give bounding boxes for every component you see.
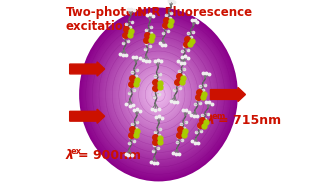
Ellipse shape <box>137 71 180 118</box>
Ellipse shape <box>141 75 176 114</box>
Ellipse shape <box>122 54 195 135</box>
Ellipse shape <box>143 77 174 112</box>
Ellipse shape <box>140 74 177 115</box>
Text: ex: ex <box>71 147 82 156</box>
Ellipse shape <box>85 14 232 175</box>
Ellipse shape <box>144 78 173 111</box>
Ellipse shape <box>99 29 218 160</box>
Ellipse shape <box>112 43 205 146</box>
Ellipse shape <box>108 39 209 150</box>
Ellipse shape <box>87 16 230 173</box>
Text: em: em <box>212 112 226 121</box>
Ellipse shape <box>95 25 222 164</box>
Ellipse shape <box>153 89 164 100</box>
Ellipse shape <box>134 67 183 122</box>
Ellipse shape <box>91 21 226 168</box>
Ellipse shape <box>103 34 214 155</box>
Ellipse shape <box>130 63 187 126</box>
Ellipse shape <box>89 19 228 171</box>
Ellipse shape <box>132 65 185 124</box>
Ellipse shape <box>105 36 212 153</box>
Ellipse shape <box>110 41 207 148</box>
Ellipse shape <box>120 52 197 137</box>
Ellipse shape <box>93 23 224 166</box>
Ellipse shape <box>115 47 202 142</box>
Ellipse shape <box>135 68 182 121</box>
Ellipse shape <box>123 55 194 134</box>
Ellipse shape <box>146 81 171 108</box>
Ellipse shape <box>142 76 175 113</box>
Ellipse shape <box>97 27 220 162</box>
Ellipse shape <box>157 92 160 97</box>
Ellipse shape <box>107 38 210 151</box>
Ellipse shape <box>118 50 199 139</box>
Ellipse shape <box>82 11 235 178</box>
Ellipse shape <box>152 88 165 101</box>
Ellipse shape <box>114 46 203 143</box>
Ellipse shape <box>156 91 161 98</box>
Ellipse shape <box>150 85 167 104</box>
Ellipse shape <box>84 13 233 176</box>
Ellipse shape <box>92 22 225 167</box>
Ellipse shape <box>127 60 190 129</box>
Ellipse shape <box>131 64 186 125</box>
Ellipse shape <box>129 62 188 127</box>
Ellipse shape <box>117 49 200 140</box>
Ellipse shape <box>116 48 201 141</box>
FancyArrow shape <box>70 109 105 123</box>
Ellipse shape <box>104 35 213 154</box>
Ellipse shape <box>139 73 178 116</box>
Ellipse shape <box>106 37 211 152</box>
Text: Two-photon
excitation: Two-photon excitation <box>66 6 143 33</box>
Ellipse shape <box>111 42 206 147</box>
Text: = 715nm: = 715nm <box>218 114 281 127</box>
Ellipse shape <box>149 84 168 105</box>
Ellipse shape <box>148 83 169 106</box>
Ellipse shape <box>80 9 237 180</box>
Ellipse shape <box>121 53 196 136</box>
FancyArrow shape <box>70 62 105 76</box>
Ellipse shape <box>145 79 172 110</box>
Ellipse shape <box>146 80 171 109</box>
Ellipse shape <box>152 87 165 102</box>
Text: λ: λ <box>207 114 215 127</box>
Ellipse shape <box>81 10 236 179</box>
Text: λ: λ <box>66 149 74 162</box>
Ellipse shape <box>96 26 221 163</box>
Ellipse shape <box>133 66 184 123</box>
Ellipse shape <box>109 40 208 149</box>
Ellipse shape <box>154 90 163 99</box>
Ellipse shape <box>151 86 166 103</box>
Text: = 900nm: = 900nm <box>78 149 141 162</box>
Text: NIR Fluorescence: NIR Fluorescence <box>137 6 252 19</box>
Ellipse shape <box>119 51 198 138</box>
Ellipse shape <box>88 17 229 172</box>
Ellipse shape <box>128 61 189 128</box>
Ellipse shape <box>125 57 192 132</box>
Ellipse shape <box>138 72 179 117</box>
Ellipse shape <box>136 70 181 119</box>
Ellipse shape <box>102 33 215 156</box>
Ellipse shape <box>158 93 159 96</box>
Ellipse shape <box>124 57 193 132</box>
Ellipse shape <box>94 24 223 165</box>
Ellipse shape <box>100 30 217 159</box>
Ellipse shape <box>86 15 231 174</box>
Ellipse shape <box>98 28 219 161</box>
Ellipse shape <box>83 12 234 177</box>
Ellipse shape <box>79 8 238 181</box>
FancyArrow shape <box>210 87 245 102</box>
Ellipse shape <box>126 59 191 130</box>
Ellipse shape <box>113 45 204 145</box>
Ellipse shape <box>90 19 227 170</box>
Ellipse shape <box>101 32 216 158</box>
